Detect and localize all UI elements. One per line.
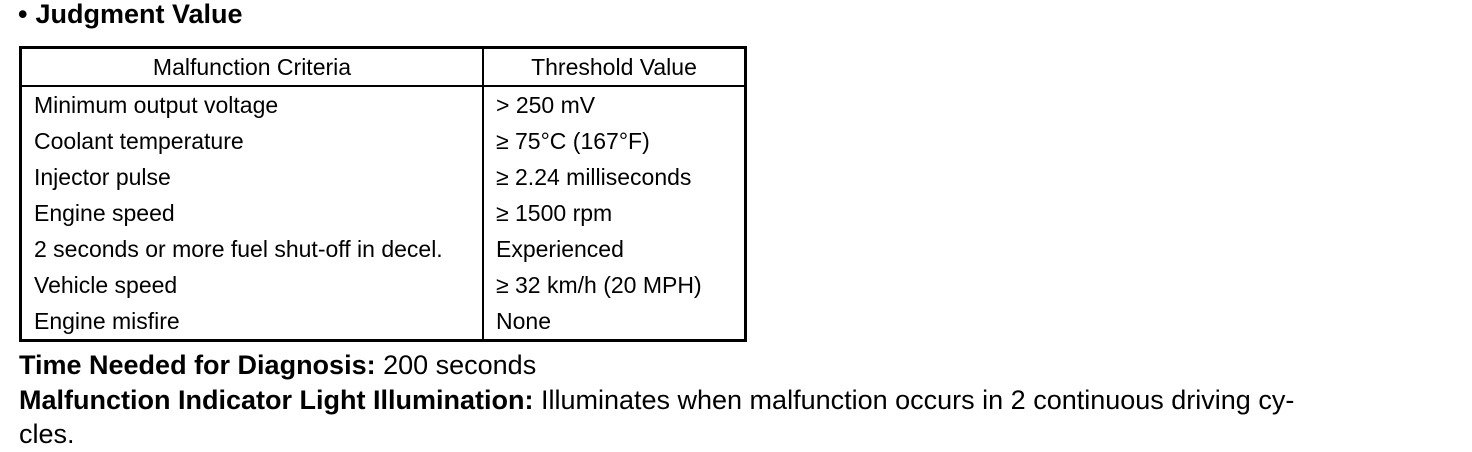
- criteria-cell: Vehicle speed: [34, 272, 178, 298]
- diagnosis-time-line: Time Needed for Diagnosis: 200 seconds: [19, 348, 536, 382]
- criteria-cell: Engine speed: [34, 200, 175, 226]
- criteria-cell: Coolant temperature: [34, 128, 244, 154]
- threshold-cell: Experienced: [482, 231, 746, 267]
- table-row: Coolant temperature ≥ 75°C (167°F): [21, 123, 746, 159]
- column-header-criteria: Malfunction Criteria: [20, 47, 483, 87]
- table-row: Minimum output voltage > 250 mV: [21, 86, 746, 123]
- threshold-cell: ≥ 2.24 milliseconds: [482, 159, 746, 195]
- diagnosis-time-value: 200 seconds: [375, 350, 537, 380]
- table-row: 2 seconds or more fuel shut-off in decel…: [21, 231, 746, 267]
- table-header-row: Malfunction Criteria Threshold Value: [20, 47, 746, 87]
- section-title: Judgment Value: [35, 0, 243, 29]
- criteria-cell: Minimum output voltage: [34, 92, 279, 118]
- mil-illumination-line: Malfunction Indicator Light Illumination…: [19, 383, 1294, 417]
- mil-illumination-value: Illuminates when malfunction occurs in 2…: [533, 385, 1295, 415]
- section-heading: • Judgment Value: [18, 0, 243, 30]
- criteria-cell: 2 seconds or more fuel shut-off in decel…: [34, 236, 443, 262]
- threshold-cell: ≥ 75°C (167°F): [482, 123, 746, 159]
- column-header-threshold: Threshold Value: [482, 47, 746, 87]
- threshold-cell: ≥ 1500 rpm: [482, 195, 746, 231]
- table-row: Engine misfire None: [21, 303, 746, 341]
- threshold-cell: ≥ 32 km/h (20 MPH): [482, 267, 746, 303]
- bullet-icon: •: [18, 0, 28, 29]
- table-row: Engine speed ≥ 1500 rpm: [21, 195, 746, 231]
- criteria-cell: Injector pulse: [34, 164, 171, 190]
- judgment-value-table: Malfunction Criteria Threshold Value Min…: [19, 46, 747, 342]
- diagnosis-time-label: Time Needed for Diagnosis:: [19, 350, 376, 380]
- mil-illumination-continuation: cles.: [19, 419, 75, 449]
- threshold-cell: > 250 mV: [482, 86, 746, 123]
- threshold-cell: None: [482, 303, 746, 341]
- criteria-cell: Engine misfire: [34, 308, 180, 334]
- mil-illumination-label: Malfunction Indicator Light Illumination…: [19, 385, 534, 415]
- table-row: Injector pulse ≥ 2.24 milliseconds: [21, 159, 746, 195]
- table-row: Vehicle speed ≥ 32 km/h (20 MPH): [21, 267, 746, 303]
